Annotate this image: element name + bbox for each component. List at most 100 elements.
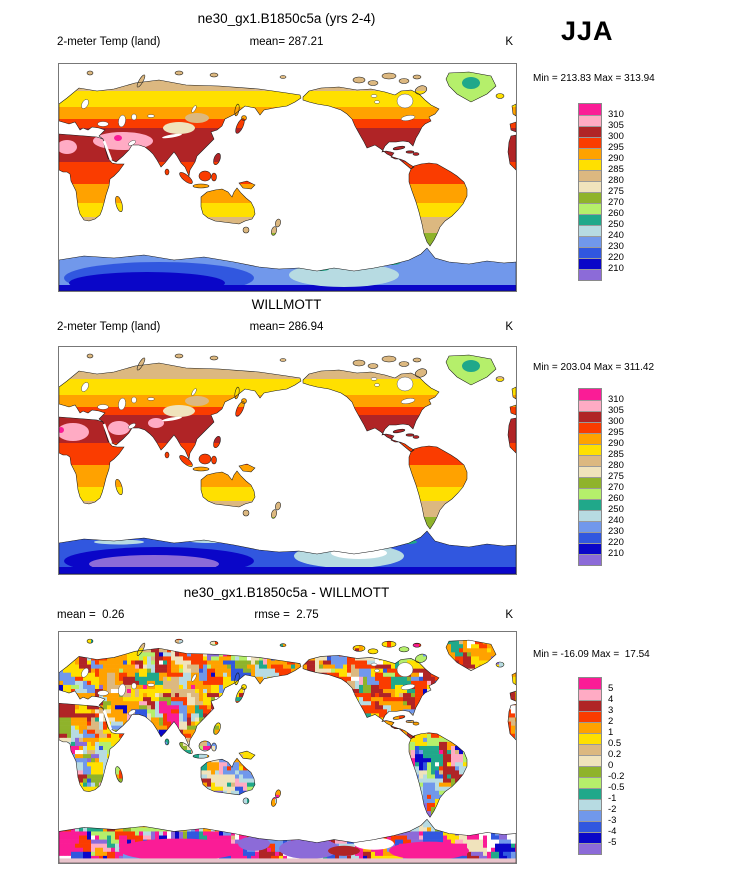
colorbar-swatch [579,843,601,854]
colorbar-swatch [579,181,601,192]
colorbar-swatch [579,126,601,137]
colorbar-tick-label: 270 [608,197,624,208]
colorbar-tick-label: 250 [608,504,624,515]
colorbar-swatch [579,554,601,565]
colorbar-tick-label: 305 [608,405,624,416]
colorbar-tick-label: 270 [608,482,624,493]
red-sea [102,140,113,161]
colorbar-tick-label: 260 [608,493,624,504]
colorbar-swatch [579,477,601,488]
colorbar-tick-label: 220 [608,537,624,548]
colorbar-swatch [579,722,601,733]
colorbar-tick-label: 305 [608,120,624,131]
colorbar-tick-label: 300 [608,131,624,142]
colorbar-tick-label: 310 [608,394,624,405]
colorbar-tick-label: 275 [608,471,624,482]
colorbar-tick-label: -0.5 [608,782,625,793]
red-sea [102,423,113,444]
colorbar-swatch [579,269,601,280]
land-temperature-fill [59,71,516,246]
lakes [81,662,416,716]
colorbar-tick-label: 240 [608,515,624,526]
obs-units-label: K [505,321,513,333]
colorbar-swatch [579,115,601,126]
colorbar-tick-label: 5 [608,683,614,694]
colorbar-tick-label: 0.5 [608,738,622,749]
obs-minmax: Min = 203.04 Max = 311.42 [533,362,655,373]
colorbar-tick-label: 290 [608,153,624,164]
colorbar-tick-label: -3 [608,815,617,826]
diff-title: ne30_gx1.B1850c5a - WILLMOTT [183,585,390,600]
colorbar-swatch [579,532,601,543]
colorbar-swatch [579,733,601,744]
colorbar-swatch [579,422,601,433]
map-obs [58,346,517,575]
colorbar-swatch [579,810,601,821]
colorbar-swatch [579,192,601,203]
red-sea [102,709,113,731]
map-model [58,63,517,292]
colorbar-swatch [579,711,601,722]
colorbar-tick-label: 280 [608,460,624,471]
map-model-svg [59,70,516,291]
map-diff [58,631,517,864]
obs-variable-label: 2-meter Temp (land) [57,321,161,333]
colorbar-swatch [579,214,601,225]
colorbar-swatch [579,689,601,700]
colorbar-tick-label: 230 [608,241,624,252]
colorbar-swatch [579,411,601,422]
model-title: ne30_gx1.B1850c5a (yrs 2-4) [197,11,376,26]
colorbar-swatch [579,389,601,400]
lakes [81,376,416,429]
coastlines [59,353,516,574]
colorbar-bar [578,388,602,566]
season-label: JJA [561,16,614,46]
colorbar-swatch [579,744,601,755]
land-temperature-fill [59,354,516,529]
colorbar-tick-label: 3 [608,705,614,716]
colorbar-swatch [579,444,601,455]
colorbar-tick-label: 230 [608,526,624,537]
antarctica-fill [59,531,516,574]
coastlines [59,638,516,863]
colorbar-swatch [579,137,601,148]
colorbar-swatch [579,510,601,521]
coastlines [59,70,516,291]
colorbar-bar [578,677,602,855]
colorbar-swatch [579,521,601,532]
colorbar-tick-label: 2 [608,716,614,727]
colorbar-swatch [579,499,601,510]
colorbar-swatch [579,258,601,269]
colorbar-swatch [579,236,601,247]
colorbar-swatch [579,225,601,236]
colorbar-tick-label: 295 [608,427,624,438]
colorbar-tick-label: 275 [608,186,624,197]
colorbar-tick-label: 4 [608,694,614,705]
colorbar-tick-label: 295 [608,142,624,153]
colorbar-tick-label: 250 [608,219,624,230]
colorbar-swatch [579,148,601,159]
diff-minmax: Min = -16.09 Max = 17.54 [533,649,650,660]
colorbar-tick-label: 0.2 [608,749,622,760]
diff-mean-value: mean = 0.26 [57,609,125,621]
colorbar-swatch [579,159,601,170]
colorbar-tick-label: 285 [608,164,624,175]
colorbar-swatch [579,799,601,810]
diff-rmse-value: rmse = 2.75 [254,609,319,621]
colorbar-swatch [579,543,601,554]
model-minmax: Min = 213.83 Max = 313.94 [533,73,655,84]
colorbar-tick-label: 260 [608,208,624,219]
colorbar-swatch [579,755,601,766]
antarctica-fill [59,248,516,291]
model-variable-label: 2-meter Temp (land) [57,36,161,48]
colorbar-swatch [579,777,601,788]
colorbar-tick-label: -5 [608,837,617,848]
obs-title: WILLMOTT [251,297,322,312]
colorbar-tick-label: 1 [608,727,614,738]
colorbar-swatch [579,466,601,477]
map-obs-svg [59,353,516,574]
colorbar-swatch [579,832,601,843]
diff-units-label: K [505,609,513,621]
colorbar-swatch [579,104,601,115]
